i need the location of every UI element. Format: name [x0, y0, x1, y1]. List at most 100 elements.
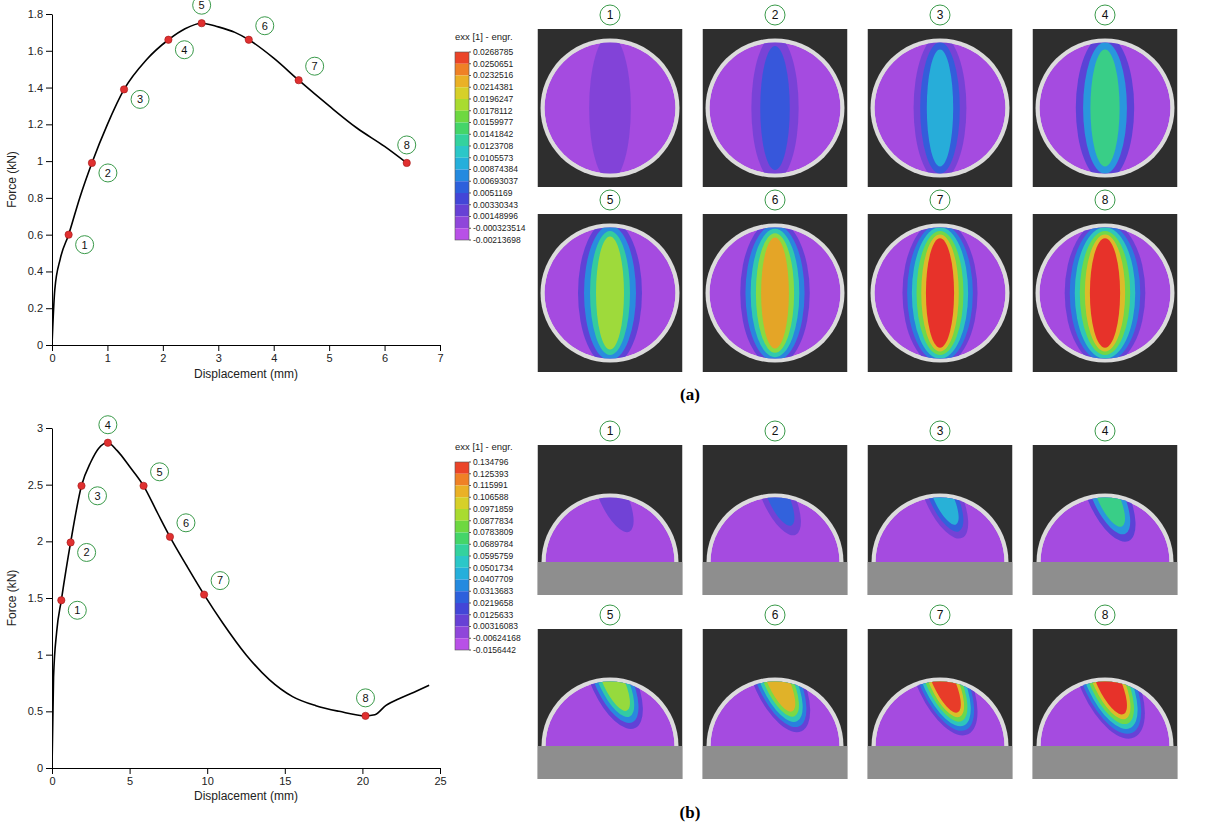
- specimen-surface: [710, 43, 841, 174]
- annotation-label: 5: [157, 466, 163, 478]
- strain-zone: [590, 648, 636, 715]
- strain-zone: [756, 465, 801, 530]
- colorbar-tick: [469, 134, 471, 135]
- strain-snapshot: [703, 445, 848, 631]
- snapshot-label: 7: [937, 608, 944, 622]
- colorbar-tick: [469, 532, 471, 533]
- colorbar-block: [455, 205, 469, 217]
- y-tick-mark: [46, 428, 52, 429]
- colorbar-frame: [455, 462, 469, 650]
- snapshot-badge: [1095, 190, 1115, 210]
- x-tick: 6: [382, 345, 388, 364]
- x-tick: 15: [279, 768, 291, 787]
- colorbar-tick: [469, 603, 471, 604]
- y-tick-mark: [46, 235, 52, 236]
- colorbar-block: [455, 497, 469, 509]
- annotation-label: 3: [137, 93, 143, 105]
- specimen-rim: [1036, 39, 1175, 178]
- snapshot-label: 2: [772, 424, 779, 438]
- strain-zone: [744, 634, 812, 728]
- colorbar-tick-label: 0.0051169: [473, 188, 513, 198]
- snapshot-badge: [765, 5, 785, 25]
- strain-snapshot: [868, 618, 1013, 815]
- stage-point: [65, 231, 72, 238]
- stage-point: [165, 36, 172, 43]
- x-tick-label: 7: [437, 352, 443, 364]
- stage-point: [78, 482, 85, 489]
- strain-zone: [917, 231, 964, 355]
- panel: 0123456700.20.40.60.811.21.41.61.8Displa…: [5, 0, 1178, 404]
- specimen-surface: [1040, 228, 1171, 359]
- annotation-circle: [68, 601, 86, 619]
- strain-zone: [905, 629, 982, 734]
- y-tick-mark: [46, 485, 52, 486]
- stage-point: [200, 591, 207, 598]
- snapshot-badge: [600, 5, 620, 25]
- strain-zone: [585, 458, 642, 538]
- y-tick-mark: [46, 308, 52, 309]
- colorbar-tick: [469, 544, 471, 545]
- x-tick-mark: [362, 768, 363, 774]
- annotation-label: 4: [181, 44, 187, 56]
- strain-zone: [926, 238, 954, 347]
- strain-zone: [910, 635, 978, 728]
- x-tick: 0: [49, 345, 55, 364]
- colorbar-block: [455, 134, 469, 146]
- strain-zone: [747, 454, 810, 542]
- x-tick-mark: [130, 768, 131, 774]
- strain-zone: [1065, 220, 1146, 366]
- x-tick-label: 1: [105, 352, 111, 364]
- colorbar-tick: [469, 157, 471, 158]
- annotation-circle: [78, 543, 96, 561]
- strain-zone: [572, 629, 655, 737]
- y-tick: 1.2: [28, 118, 52, 130]
- x-tick-mark: [329, 345, 330, 351]
- snapshot-label: 7: [937, 193, 944, 207]
- colorbar: 0.02687850.02506510.02325160.02143810.01…: [455, 31, 526, 245]
- strain-zone: [1090, 238, 1120, 347]
- y-tick-label: 0.5: [28, 705, 43, 717]
- specimen-surface: [875, 228, 1006, 359]
- strain-zone: [578, 220, 642, 366]
- strain-zone: [578, 633, 649, 730]
- y-tick-label: 0: [37, 762, 43, 774]
- snapshot-label: 6: [772, 608, 779, 622]
- colorbar-title: exx [1] - engr.: [455, 441, 513, 452]
- x-tick: 3: [216, 345, 222, 364]
- colorbar-tick: [469, 228, 471, 229]
- colorbar-tick: [469, 473, 471, 474]
- colorbar-tick-label: 0.00316083: [473, 621, 518, 631]
- stage-point: [362, 712, 369, 719]
- colorbar-tick: [469, 181, 471, 182]
- y-tick-label: 0.4: [28, 265, 43, 277]
- snapshot-badge: [765, 605, 785, 625]
- colorbar-block: [455, 228, 469, 240]
- colorbar-tick-label: -0.00213698: [473, 235, 521, 245]
- y-tick-label: 3: [37, 422, 43, 434]
- strain-snapshot: [703, 214, 848, 372]
- panel-caption: (a): [680, 385, 700, 404]
- y-tick-label: 1: [37, 649, 43, 661]
- snapshot-badge: [765, 190, 785, 210]
- y-axis: 00.20.40.60.811.21.41.61.8: [28, 8, 53, 351]
- colorbar-block: [455, 533, 469, 545]
- strain-zone: [1070, 446, 1147, 550]
- y-tick-mark: [46, 51, 52, 52]
- x-tick-label: 5: [327, 352, 333, 364]
- y-tick-mark: [46, 541, 52, 542]
- stage-point: [58, 597, 65, 604]
- colorbar-block: [455, 99, 469, 111]
- x-tick: 10: [202, 768, 214, 787]
- strain-zone: [1057, 629, 1160, 749]
- annotation-circle: [99, 164, 117, 182]
- colorbar-block: [455, 556, 469, 568]
- snapshot-label: 1: [607, 8, 614, 22]
- strain-snapshot: [538, 445, 683, 631]
- annotation-label: 1: [82, 239, 88, 251]
- annotation-circle: [306, 57, 324, 75]
- strain-snapshot: [1033, 29, 1178, 187]
- y-tick-mark: [46, 598, 52, 599]
- snapshot-badge: [930, 605, 950, 625]
- y-tick-mark: [46, 161, 52, 162]
- panel: 051015202500.511.522.53Displacement (mm)…: [5, 416, 1178, 822]
